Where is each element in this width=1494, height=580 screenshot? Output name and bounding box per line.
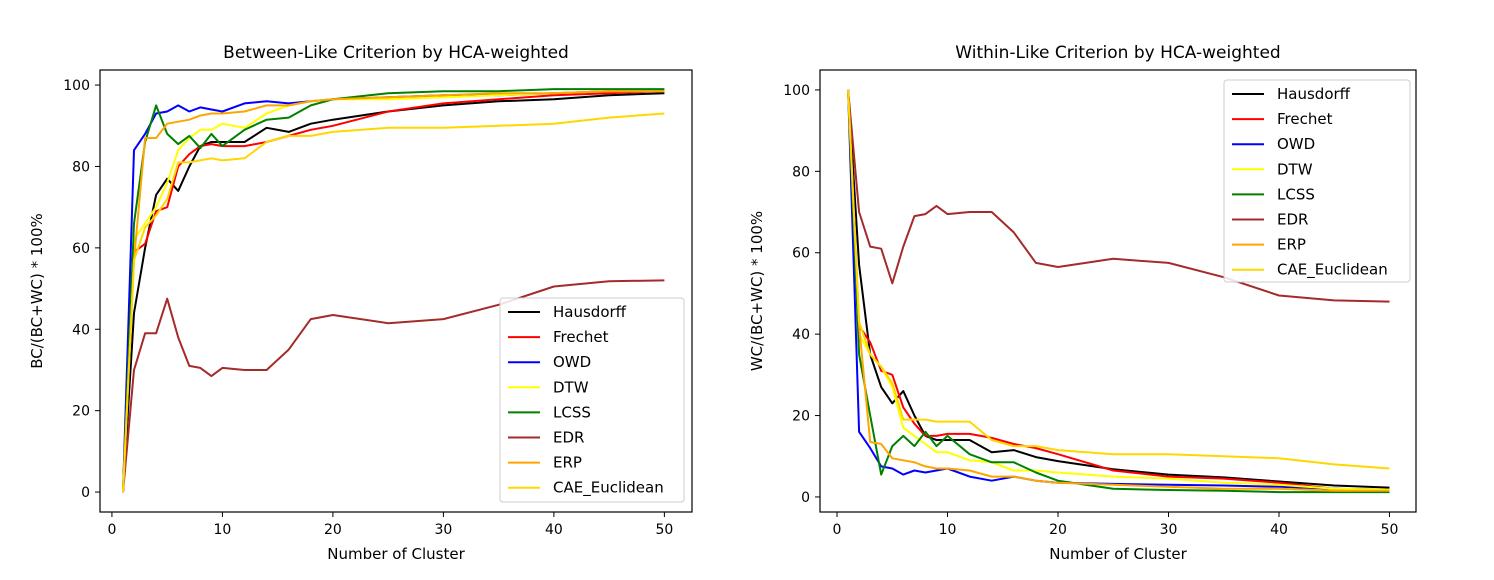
y-tick-label: 0 [801, 490, 810, 506]
x-tick-label: 50 [655, 522, 673, 538]
series-line-lcss [847, 89, 1390, 494]
chart-2: Within-Like Criterion by HCA-weighted Num… [748, 43, 1417, 563]
x-tick-label: 20 [324, 522, 342, 538]
x-axis-label: Number of Cluster [327, 545, 465, 563]
y-tick-label: 100 [783, 83, 810, 99]
series-line-hausdorff [847, 89, 1390, 489]
series-line-edr [122, 279, 665, 493]
x-tick-label: 0 [107, 522, 116, 538]
x-tick-label: 30 [1160, 522, 1178, 538]
series-line-dtw [122, 90, 665, 493]
legend-label: DTW [1277, 160, 1313, 178]
legend-box [1223, 79, 1411, 283]
x-axis-label: Number of Cluster [1049, 545, 1187, 563]
x-tick-label: 20 [1049, 522, 1067, 538]
y-axis-label: WC/(BC+WC) * 100% [748, 211, 766, 371]
y-tick-label: 100 [63, 78, 90, 94]
series-line-erp [122, 90, 665, 493]
legend-label: Frechet [1277, 110, 1333, 128]
legend-label: OWD [1277, 135, 1315, 153]
chart-title: Within-Like Criterion by HCA-weighted [955, 43, 1280, 63]
y-tick-label: 60 [792, 246, 810, 262]
series-line-erp [847, 89, 1390, 492]
legend-box [499, 297, 685, 503]
series-line-edr [847, 89, 1390, 303]
legend-label: DTW [553, 378, 589, 396]
legend-label: CAE_Euclidean [553, 479, 664, 498]
x-tick-label: 40 [545, 522, 563, 538]
axes-frame [99, 69, 693, 513]
legend: Hausdorff Frechet OWD DTW LCSS EDR ERP CAE_Eucl… [499, 297, 685, 503]
series-line-cae_euclidean [122, 112, 665, 493]
y-tick-label: 20 [792, 409, 810, 425]
x-tick-label: 10 [214, 522, 232, 538]
legend-label: Hausdorff [553, 303, 627, 321]
series-line-cae_euclidean [847, 89, 1390, 470]
legend-label: LCSS [1277, 185, 1315, 203]
legend-label: EDR [553, 429, 584, 447]
y-tick-label: 40 [72, 322, 90, 338]
y-axis-label: BC/(BC+WC) * 100% [28, 213, 46, 369]
legend-label: LCSS [553, 403, 591, 421]
legend-label: OWD [553, 353, 591, 371]
x-tick-label: 30 [434, 522, 452, 538]
chart-title: Between-Like Criterion by HCA-weighted [223, 43, 569, 63]
x-tick-label: 40 [1270, 522, 1288, 538]
legend-label: Frechet [553, 328, 609, 346]
y-tick-label: 0 [81, 485, 90, 501]
legend: Hausdorff Frechet OWD DTW LCSS EDR ERP CAE_Eucl… [1223, 79, 1411, 283]
chart-1: Between-Like Criterion by HCA-weighted Nu… [28, 43, 693, 563]
legend-label: ERP [1277, 236, 1306, 254]
legend-label: EDR [1277, 211, 1308, 229]
x-tick-label: 50 [1381, 522, 1399, 538]
legend-label: Hausdorff [1277, 85, 1351, 103]
legend-label: ERP [553, 454, 582, 472]
y-tick-label: 80 [792, 164, 810, 180]
y-tick-label: 60 [72, 241, 90, 257]
series-lines [847, 89, 1390, 494]
y-tick-label: 20 [72, 404, 90, 420]
series-lines [122, 88, 665, 493]
legend-label: CAE_Euclidean [1277, 261, 1388, 280]
axes-frame [819, 69, 1417, 513]
series-line-lcss [122, 88, 665, 493]
y-tick-label: 80 [72, 159, 90, 175]
y-tick-label: 40 [792, 327, 810, 343]
x-tick-label: 10 [939, 522, 957, 538]
series-line-hausdorff [122, 92, 665, 493]
x-tick-label: 0 [833, 522, 842, 538]
